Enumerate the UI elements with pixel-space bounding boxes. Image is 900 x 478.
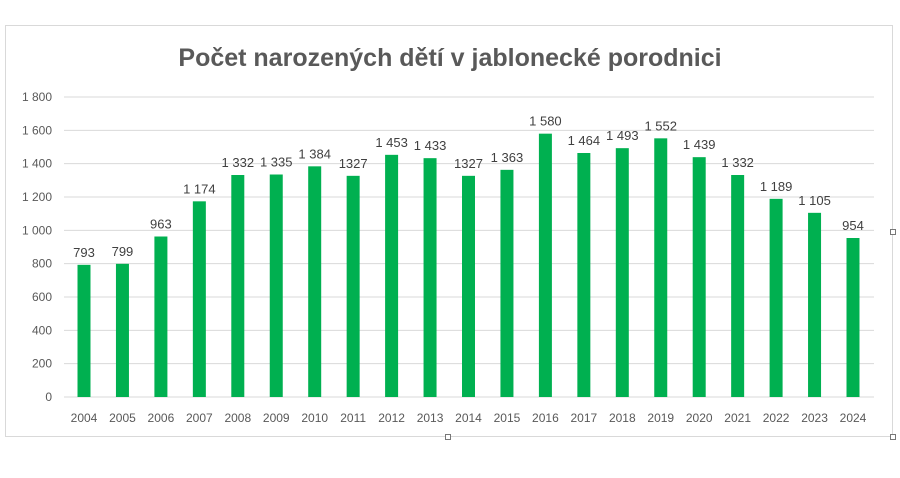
x-tick-label: 2020: [686, 411, 713, 425]
chart-title: Počet narozených dětí v jablonecké porod…: [178, 44, 722, 72]
data-label: 1 552: [644, 118, 677, 133]
bar-2019[interactable]: [654, 138, 668, 398]
y-tick-label: 1 800: [22, 90, 52, 104]
data-label: 963: [150, 217, 172, 232]
x-tick-label: 2021: [724, 411, 751, 425]
bar-2005[interactable]: [115, 263, 129, 397]
data-label: 1 493: [606, 128, 639, 143]
x-tick-label: 2019: [647, 411, 674, 425]
y-tick-label: 1 200: [22, 190, 52, 204]
y-tick-label: 0: [45, 390, 52, 404]
data-label: 1 580: [529, 114, 562, 129]
data-label: 1 363: [491, 150, 524, 165]
x-tick-label: 2013: [417, 411, 444, 425]
bar-2009[interactable]: [269, 174, 283, 398]
bar-2008[interactable]: [231, 175, 245, 397]
data-label: 1 189: [760, 179, 793, 194]
x-tick-label: 2005: [109, 411, 136, 425]
bar-2015[interactable]: [500, 169, 514, 397]
bar-2011[interactable]: [346, 175, 360, 397]
y-tick-label: 800: [32, 257, 52, 271]
bar-2023[interactable]: [808, 212, 822, 397]
x-tick-label: 2010: [301, 411, 328, 425]
data-label: 954: [842, 218, 864, 233]
y-tick-label: 1 400: [22, 157, 52, 171]
bar-2006[interactable]: [154, 236, 168, 398]
y-tick-label: 400: [32, 323, 52, 337]
y-tick-label: 200: [32, 357, 52, 371]
data-label: 1 174: [183, 181, 216, 196]
x-tick-label: 2004: [71, 411, 98, 425]
x-tick-label: 2023: [801, 411, 828, 425]
bar-2021[interactable]: [731, 175, 745, 397]
bar-2020[interactable]: [692, 157, 706, 397]
bar-2007[interactable]: [192, 201, 206, 397]
bar-2004[interactable]: [77, 264, 91, 397]
data-label: 1 335: [260, 155, 293, 170]
resize-handle-corner[interactable]: [890, 434, 896, 440]
data-label: 1 464: [568, 133, 601, 148]
y-tick-label: 1 000: [22, 223, 52, 237]
x-tick-label: 2024: [840, 411, 867, 425]
bar-2017[interactable]: [577, 153, 591, 397]
x-tick-label: 2018: [609, 411, 636, 425]
x-tick-label: 2012: [378, 411, 405, 425]
bar-2012[interactable]: [385, 154, 399, 397]
x-tick-label: 2009: [263, 411, 290, 425]
data-label: 799: [112, 244, 134, 259]
x-tick-label: 2017: [570, 411, 597, 425]
x-tick-label: 2022: [763, 411, 790, 425]
bar-2010[interactable]: [308, 166, 322, 397]
data-label: 1 453: [375, 135, 408, 150]
bar-2018[interactable]: [615, 148, 629, 397]
y-tick-label: 600: [32, 290, 52, 304]
x-tick-label: 2011: [340, 411, 366, 425]
bar-2016[interactable]: [538, 133, 552, 397]
data-label: 1 332: [721, 155, 754, 170]
bar-2024[interactable]: [846, 238, 860, 397]
resize-handle-bottom[interactable]: [445, 434, 451, 440]
data-label: 1327: [339, 156, 368, 171]
data-label: 1 384: [298, 146, 331, 161]
data-label: 1327: [454, 156, 483, 171]
x-tick-label: 2015: [494, 411, 521, 425]
x-tick-label: 2006: [148, 411, 175, 425]
data-label: 1 439: [683, 137, 716, 152]
data-label: 1 105: [798, 193, 831, 208]
bar-2014[interactable]: [462, 175, 475, 397]
y-tick-label: 1 600: [22, 123, 52, 137]
data-label: 793: [73, 245, 95, 260]
bar-2013[interactable]: [423, 158, 437, 397]
data-label: 1 433: [414, 138, 447, 153]
x-tick-label: 2014: [455, 411, 482, 425]
bar-2022[interactable]: [769, 198, 783, 397]
resize-handle-right[interactable]: [890, 229, 896, 235]
x-tick-label: 2007: [186, 411, 213, 425]
x-tick-label: 2016: [532, 411, 559, 425]
x-tick-label: 2008: [224, 411, 251, 425]
data-label: 1 332: [222, 155, 255, 170]
